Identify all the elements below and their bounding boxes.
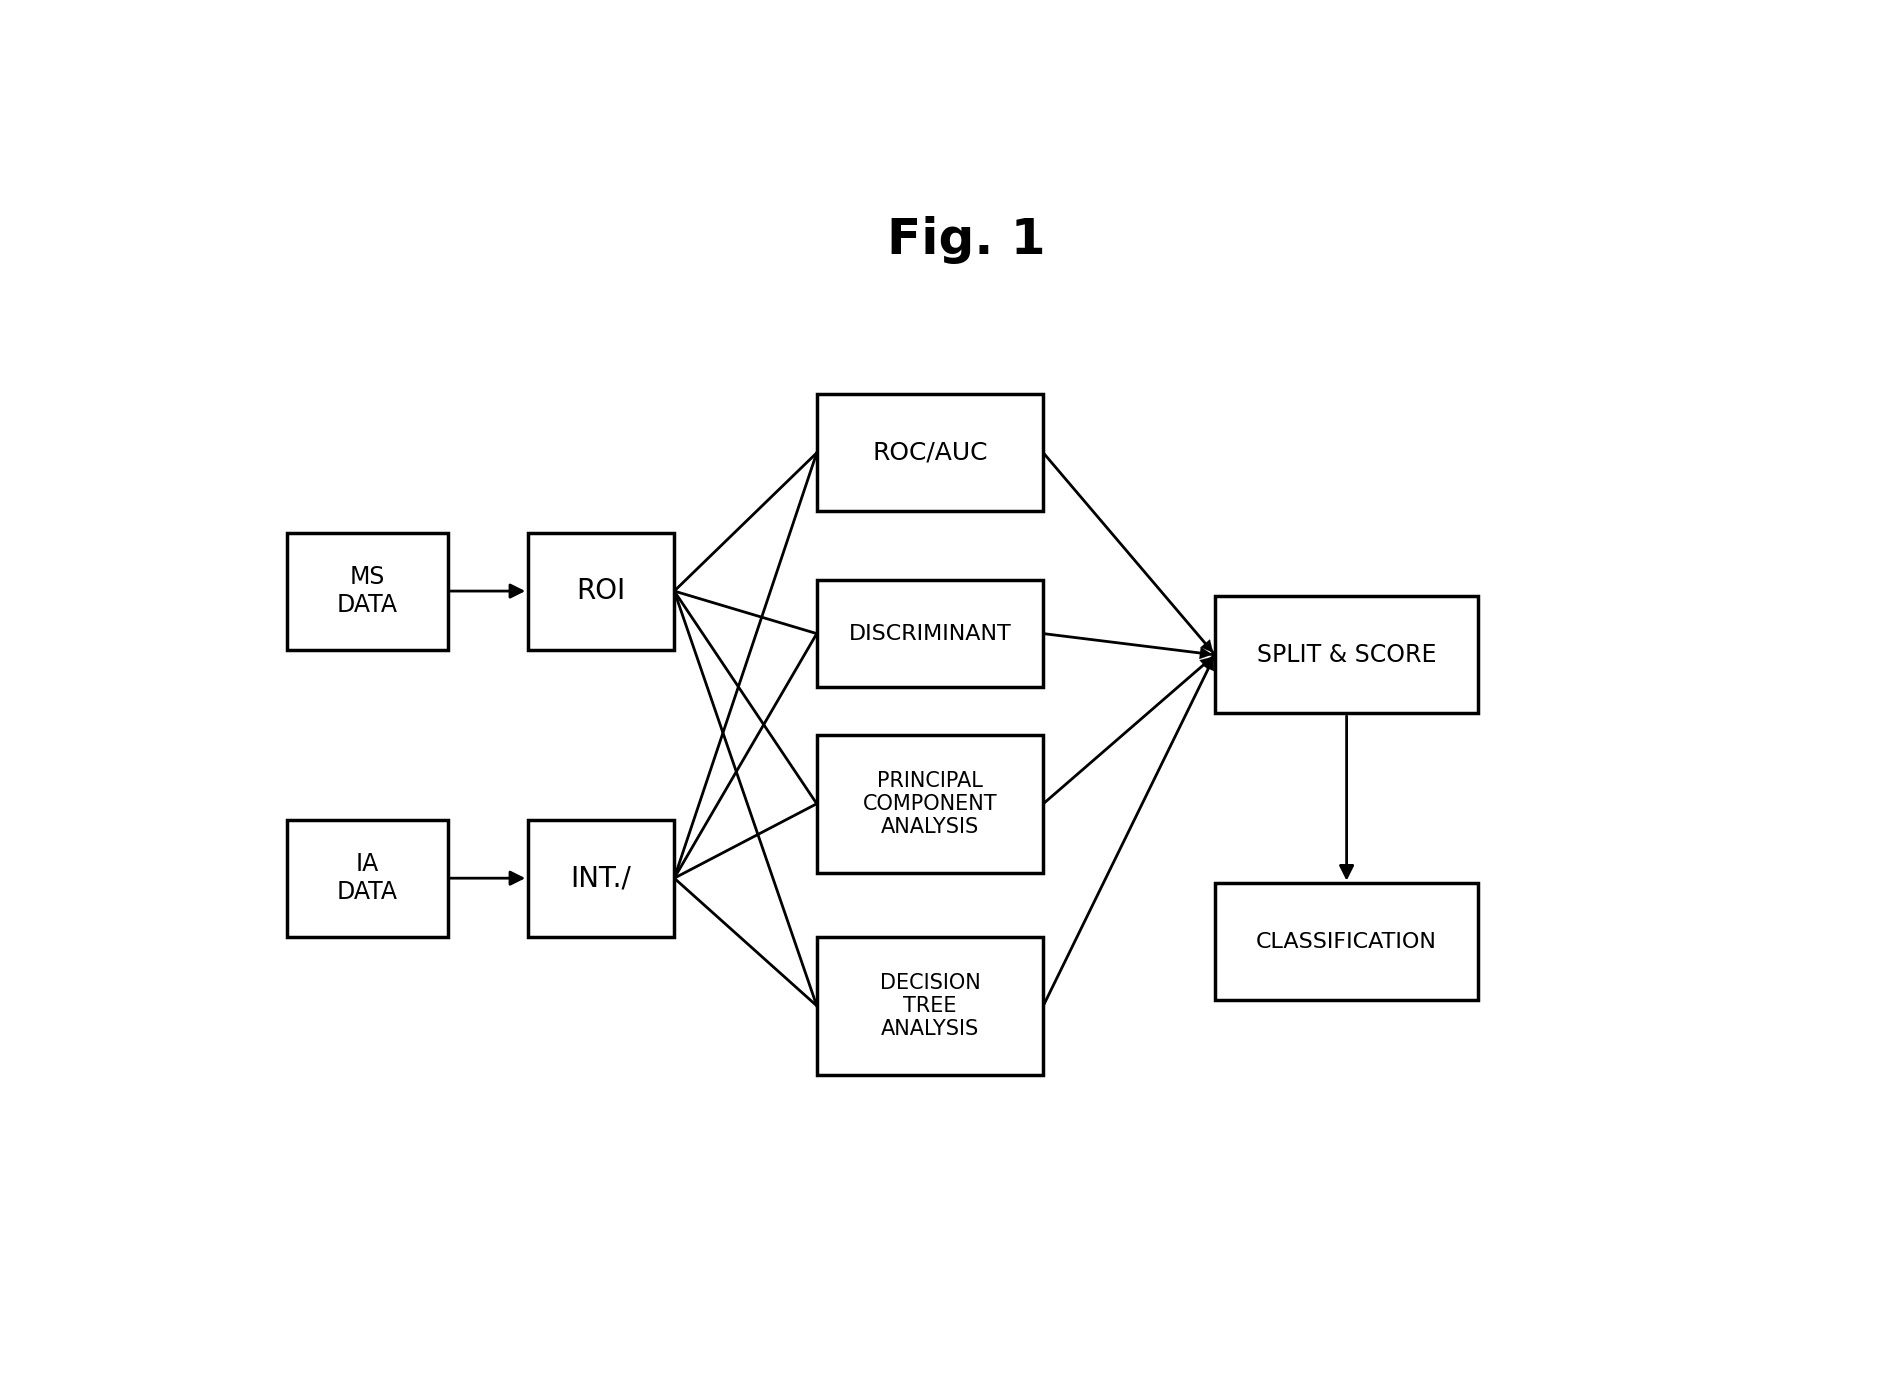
Bar <box>528 533 675 649</box>
Text: CLASSIFICATION: CLASSIFICATION <box>1256 932 1437 952</box>
Bar <box>817 936 1043 1074</box>
Text: ROC/AUC: ROC/AUC <box>873 441 988 465</box>
Bar <box>528 820 675 936</box>
Bar <box>817 735 1043 873</box>
Text: IA
DATA: IA DATA <box>338 852 398 905</box>
Text: Fig. 1: Fig. 1 <box>886 217 1047 264</box>
Text: ROI: ROI <box>577 577 626 605</box>
Text: MS
DATA: MS DATA <box>338 565 398 617</box>
Bar <box>817 580 1043 686</box>
Text: SPLIT & SCORE: SPLIT & SCORE <box>1256 644 1437 667</box>
Text: PRINCIPAL
COMPONENT
ANALYSIS: PRINCIPAL COMPONENT ANALYSIS <box>862 771 998 837</box>
Bar <box>1215 884 1479 1000</box>
Text: DECISION
TREE
ANALYSIS: DECISION TREE ANALYSIS <box>879 972 981 1039</box>
Text: INT./: INT./ <box>571 865 632 892</box>
Bar <box>287 533 447 649</box>
Bar <box>1215 597 1479 714</box>
Bar <box>817 395 1043 511</box>
Bar <box>287 820 447 936</box>
Text: DISCRIMINANT: DISCRIMINANT <box>849 624 1011 644</box>
